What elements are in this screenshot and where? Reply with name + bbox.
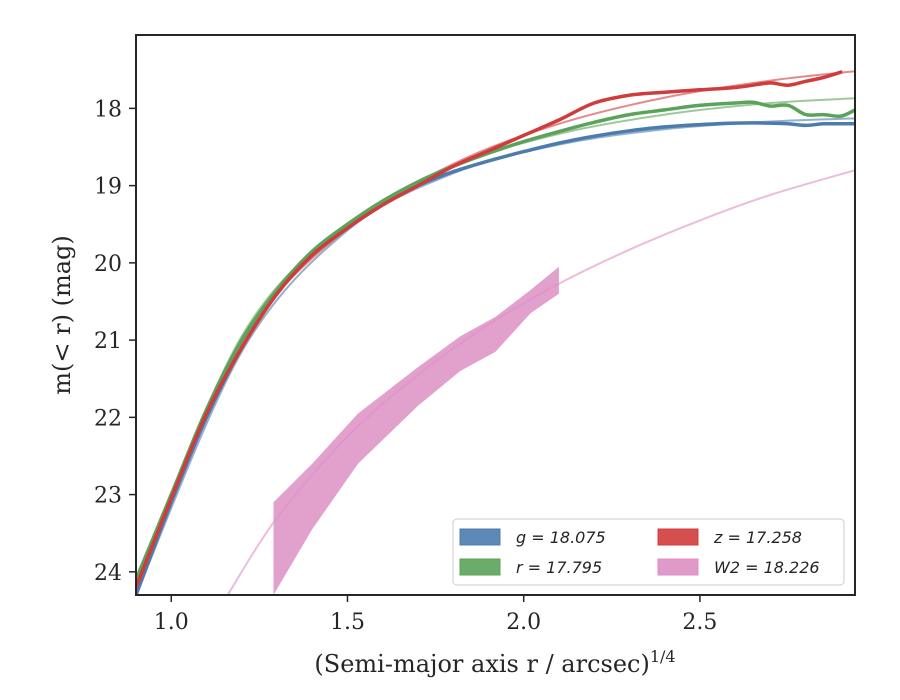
x-axis-label-exponent: 1/4 (650, 647, 676, 666)
y-tick-label: 24 (94, 561, 122, 586)
band-w2 (273, 266, 559, 595)
axis-ticks: 1.0 1.5 2.0 2.5 18 19 20 21 22 23 24 (94, 97, 717, 635)
legend-swatch-g (459, 528, 501, 546)
legend-swatch-z (657, 528, 699, 546)
x-tick-label: 1.5 (330, 610, 365, 635)
y-tick-label: 22 (94, 406, 122, 431)
plot-frame (135, 34, 856, 596)
y-tick-label: 20 (94, 252, 122, 277)
plot-area (136, 70, 855, 595)
y-tick-label: 23 (94, 484, 122, 509)
legend: g = 18.075 r = 17.795 z = 17.258 W2 = 18.22… (452, 518, 845, 586)
x-tick-label: 2.0 (506, 610, 541, 635)
data-curve-z (136, 70, 843, 590)
data-curve-r (136, 100, 855, 582)
legend-box (452, 518, 845, 586)
legend-label-r: r = 17.795 (516, 558, 602, 577)
legend-swatch-r (459, 558, 501, 576)
x-axis-label-main: (Semi-major axis r / arcsec) (314, 650, 649, 678)
legend-label-g: g = 18.075 (516, 528, 606, 547)
legend-label-w2: W2 = 18.226 (714, 558, 820, 577)
y-tick-label: 21 (94, 329, 122, 354)
legend-swatch-w2 (657, 558, 699, 576)
legend-label-z: z = 17.258 (713, 528, 802, 547)
model-curve-w2 (226, 169, 855, 595)
y-tick-label: 19 (94, 175, 122, 200)
x-axis-label: (Semi-major axis r / arcsec)1/4 (314, 647, 675, 678)
x-tick-label: 1.0 (154, 610, 189, 635)
y-axis-label: m(< r) (mag) (48, 235, 76, 394)
y-tick-label: 18 (94, 97, 122, 122)
x-tick-label: 2.5 (682, 610, 717, 635)
